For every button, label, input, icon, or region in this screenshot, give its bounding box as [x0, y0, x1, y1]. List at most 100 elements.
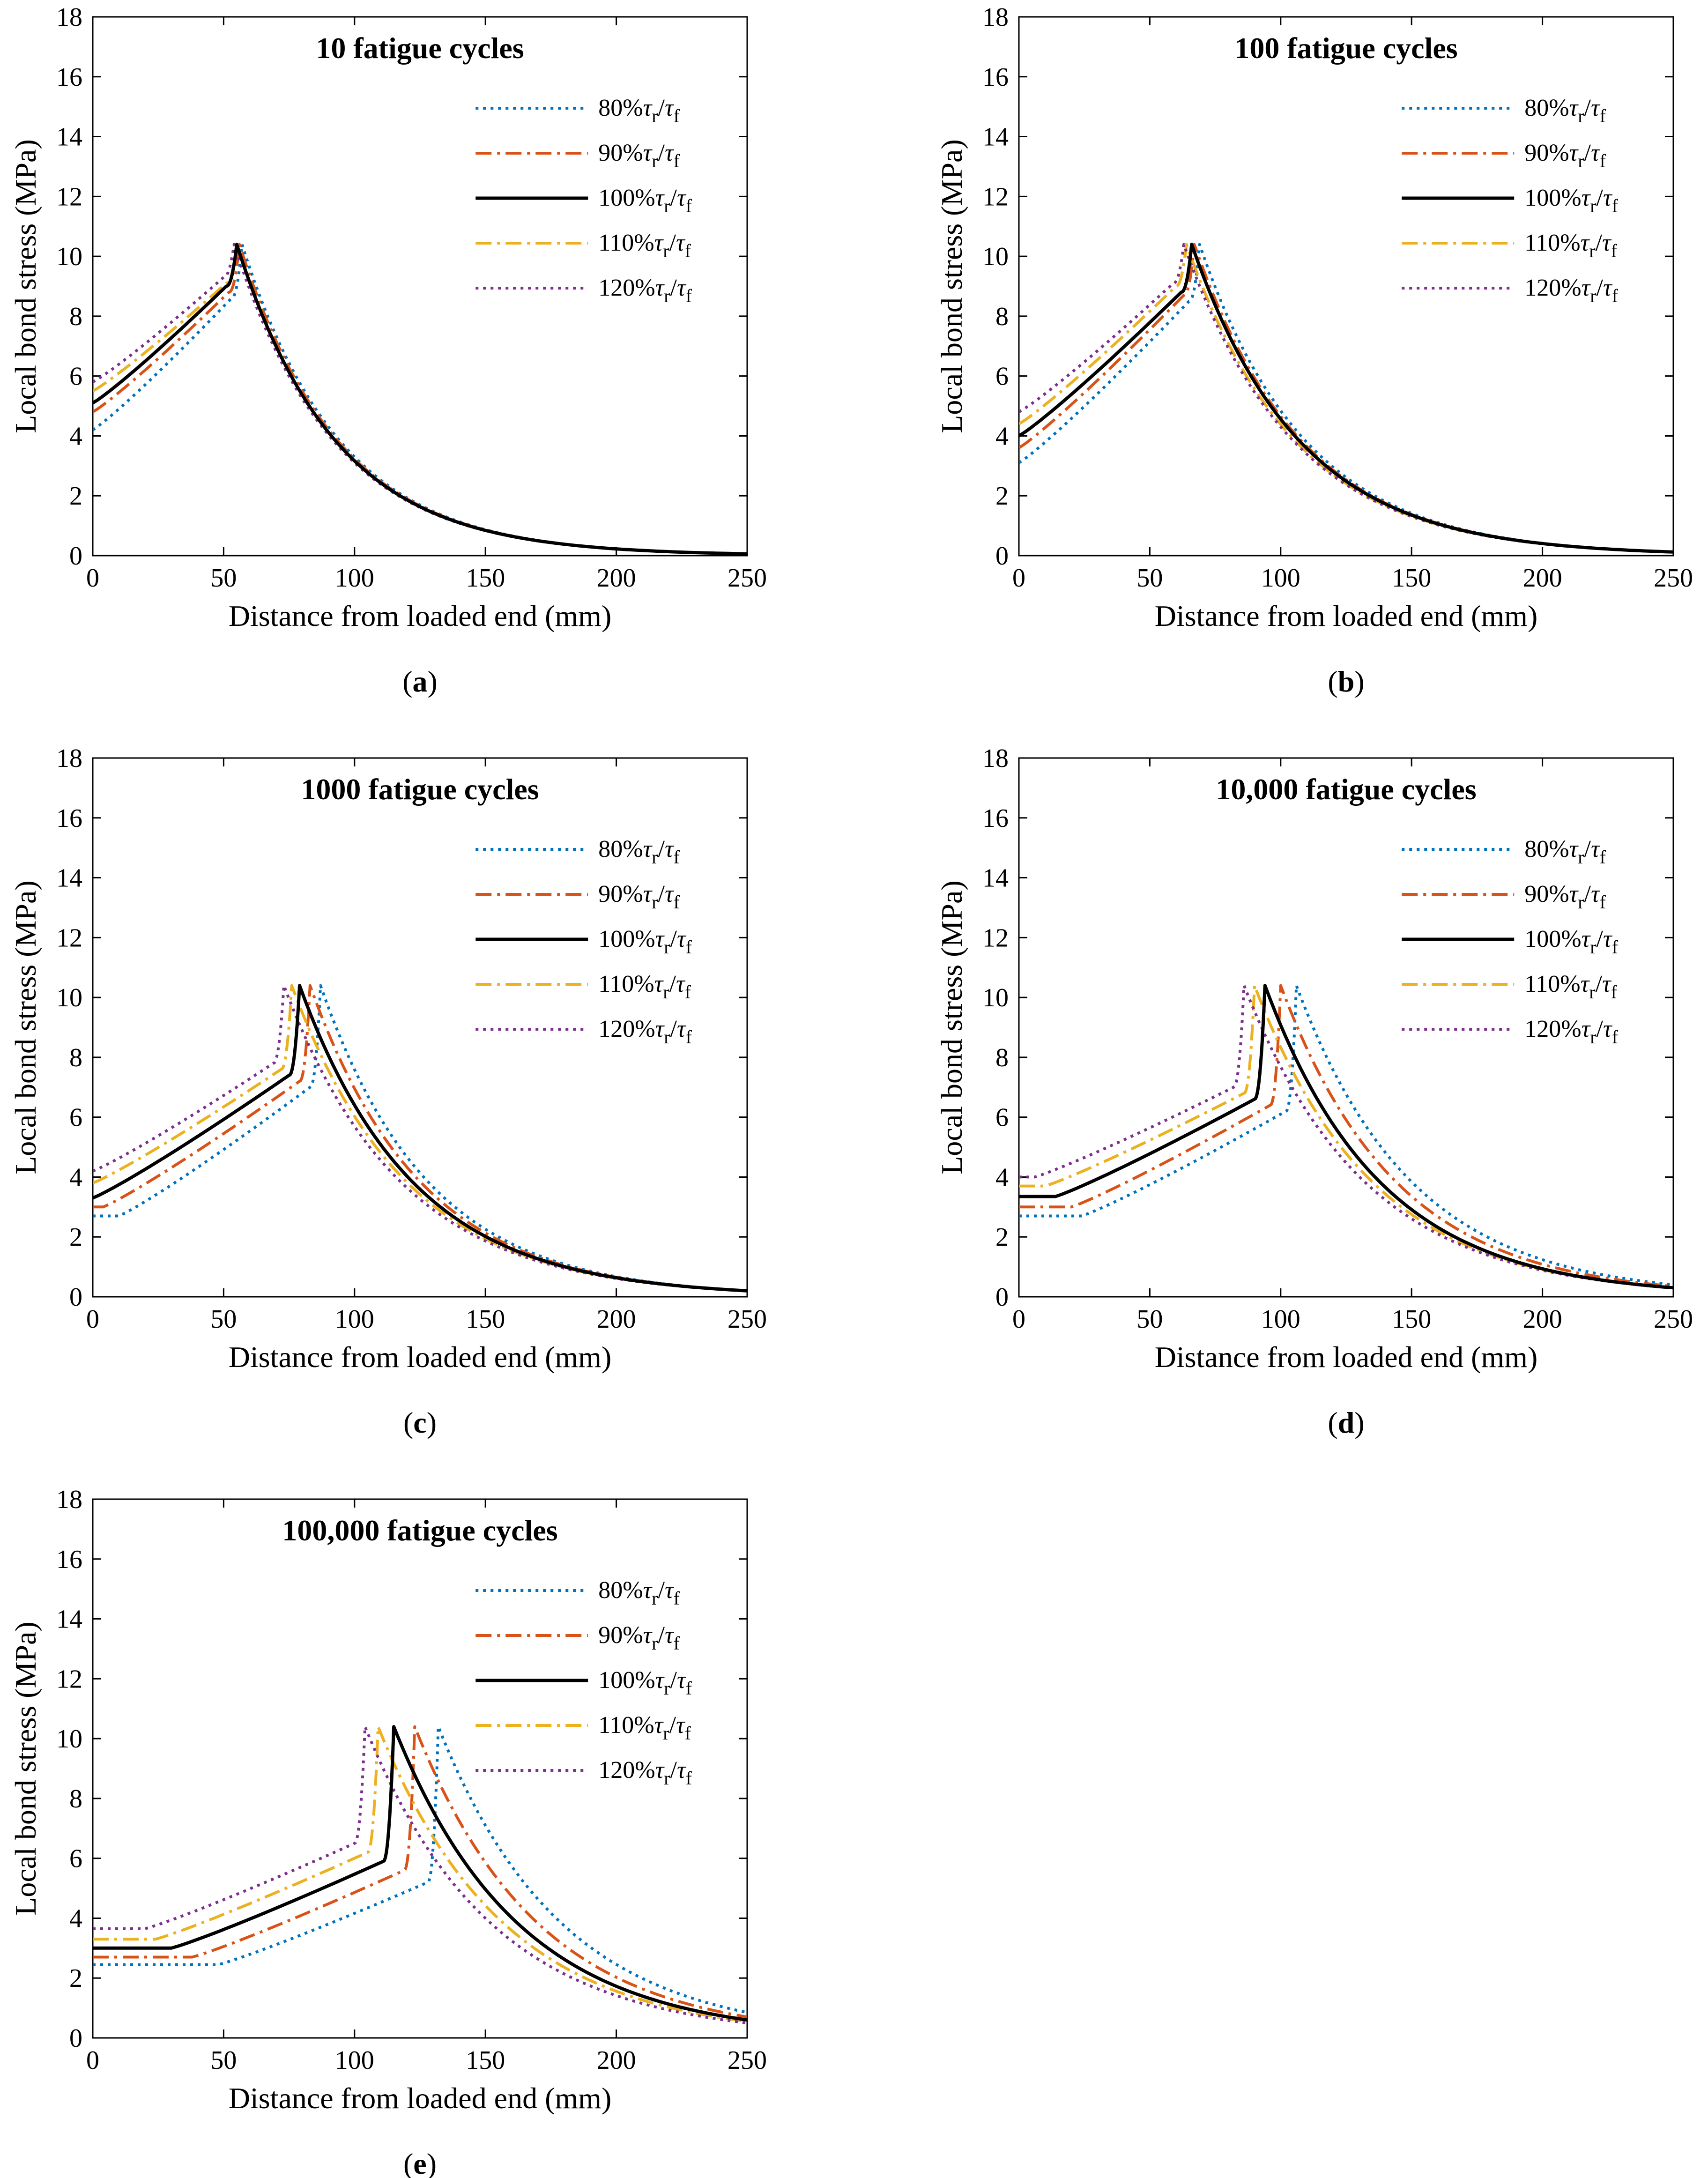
- series-line-110pct: [1019, 984, 1673, 1289]
- y-tick-label: 2: [69, 482, 82, 511]
- panel-caption: (c): [403, 1406, 437, 1439]
- y-tick-label: 8: [69, 302, 82, 331]
- x-tick-label: 100: [335, 1305, 374, 1334]
- y-tick-label: 18: [56, 744, 82, 773]
- y-axis-label: Local bond stress (MPa): [9, 1621, 42, 1915]
- y-axis-label: Local bond stress (MPa): [935, 880, 968, 1174]
- y-tick-label: 16: [982, 804, 1009, 833]
- x-axis-label: Distance from loaded end (mm): [229, 2081, 612, 2115]
- legend-label: 110%τr/τf: [598, 230, 691, 261]
- x-tick-label: 150: [466, 1305, 505, 1334]
- y-tick-label: 14: [56, 864, 82, 893]
- y-tick-label: 10: [56, 983, 82, 1012]
- series-line-110pct: [93, 243, 747, 556]
- plot-frame: [1018, 16, 1674, 557]
- x-tick-label: 200: [1523, 564, 1562, 593]
- y-axis-label: Local bond stress (MPa): [9, 880, 42, 1174]
- x-tick-label: 150: [466, 2046, 505, 2075]
- legend-label: 80%τr/τf: [598, 836, 680, 868]
- x-tick-label: 200: [1523, 1305, 1562, 1334]
- plot-frame: [1018, 757, 1674, 1298]
- x-tick-label: 150: [1392, 564, 1431, 593]
- y-tick-label: 8: [69, 1784, 82, 1814]
- x-tick-label: 50: [210, 564, 237, 593]
- y-tick-label: 6: [995, 362, 1009, 391]
- legend-label: 80%τr/τf: [598, 1577, 680, 1609]
- panel-letter: a: [413, 665, 428, 698]
- y-tick-label: 6: [69, 1844, 82, 1873]
- y-tick-label: 14: [56, 1605, 82, 1634]
- x-tick-label: 0: [86, 2046, 99, 2075]
- x-tick-label: 50: [210, 1305, 237, 1334]
- chart-title: 10 fatigue cycles: [316, 31, 524, 65]
- series-line-120pct: [1019, 243, 1673, 554]
- y-tick-label: 0: [69, 542, 82, 571]
- legend-label: 110%τr/τf: [598, 971, 691, 1003]
- x-tick-label: 150: [1392, 1305, 1431, 1334]
- y-tick-label: 12: [982, 182, 1009, 211]
- y-tick-label: 2: [995, 482, 1009, 511]
- x-tick-label: 0: [86, 1305, 99, 1334]
- y-tick-label: 12: [56, 1665, 82, 1694]
- y-tick-label: 2: [995, 1223, 1009, 1252]
- x-tick-label: 200: [597, 2046, 636, 2075]
- y-tick-label: 6: [995, 1103, 1009, 1132]
- series-line-90pct: [1019, 984, 1673, 1288]
- y-axis-label: Local bond stress (MPa): [935, 139, 968, 433]
- panel-letter: b: [1338, 665, 1355, 698]
- y-tick-label: 16: [982, 63, 1009, 92]
- y-tick-label: 4: [69, 422, 82, 451]
- chart-title: 1000 fatigue cycles: [301, 773, 539, 806]
- chart-panel-a: 0 50 100 150 200 250 0 2 4 6 8 10 12 14 16 18 Distance f…: [9, 3, 767, 698]
- y-tick-label: 6: [69, 1103, 82, 1132]
- y-tick-label: 14: [56, 123, 82, 152]
- y-tick-label: 0: [69, 1283, 82, 1312]
- series-line-110pct: [93, 1725, 747, 2023]
- y-tick-label: 12: [982, 923, 1009, 952]
- panel-letter: d: [1338, 1406, 1355, 1439]
- legend-label: 90%τr/τf: [1524, 140, 1606, 171]
- y-tick-label: 18: [982, 744, 1009, 773]
- series-line-120pct: [93, 984, 747, 1293]
- x-tick-label: 0: [1012, 564, 1025, 593]
- x-axis-label: Distance from loaded end (mm): [229, 599, 612, 632]
- y-tick-label: 10: [982, 983, 1009, 1012]
- y-axis-label: Local bond stress (MPa): [9, 139, 42, 433]
- series-line-120pct: [93, 1725, 747, 2025]
- plot-frame: [92, 16, 748, 557]
- panel-letter: c: [413, 1406, 426, 1439]
- x-tick-label: 0: [1012, 1305, 1025, 1334]
- panel-caption: (b): [1328, 665, 1364, 698]
- legend-label: 100%τr/τf: [598, 1667, 692, 1699]
- y-tick-label: 0: [995, 542, 1009, 571]
- series-line-90pct: [93, 1725, 747, 2019]
- legend-label: 110%τr/τf: [1524, 971, 1617, 1003]
- y-tick-label: 8: [995, 302, 1009, 331]
- y-tick-label: 2: [69, 1223, 82, 1252]
- x-tick-label: 250: [1654, 1305, 1693, 1334]
- y-tick-label: 16: [56, 804, 82, 833]
- chart-panel-d: 0 50 100 150 200 250 0 2 4 6 8 10 12 14 16 18 Distance f…: [935, 744, 1693, 1439]
- y-tick-label: 18: [56, 3, 82, 32]
- panel-caption: (a): [402, 665, 438, 698]
- panel-letter: e: [413, 2147, 426, 2178]
- y-tick-label: 14: [982, 123, 1009, 152]
- x-tick-label: 50: [210, 2046, 237, 2075]
- series-line-80pct: [93, 1725, 747, 2014]
- series-line-100pct: [1019, 984, 1673, 1290]
- x-axis-label: Distance from loaded end (mm): [229, 1340, 612, 1374]
- legend-label: 90%τr/τf: [1524, 881, 1606, 913]
- y-tick-label: 10: [982, 242, 1009, 271]
- y-tick-label: 4: [995, 422, 1009, 451]
- x-tick-label: 250: [728, 564, 767, 593]
- legend-label: 100%τr/τf: [598, 185, 692, 216]
- x-axis-label: Distance from loaded end (mm): [1155, 1340, 1538, 1374]
- x-tick-label: 100: [335, 564, 374, 593]
- x-tick-label: 100: [335, 2046, 374, 2075]
- plot-frame: [92, 757, 748, 1298]
- x-tick-label: 250: [1654, 564, 1693, 593]
- x-axis-label: Distance from loaded end (mm): [1155, 599, 1538, 632]
- x-tick-label: 50: [1136, 1305, 1163, 1334]
- legend-label: 120%τr/τf: [598, 1757, 692, 1789]
- x-tick-label: 0: [86, 564, 99, 593]
